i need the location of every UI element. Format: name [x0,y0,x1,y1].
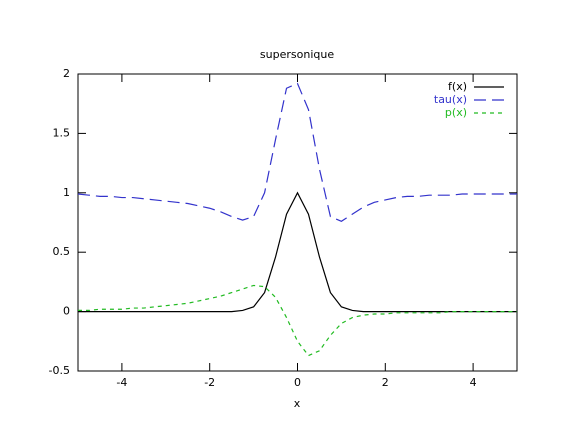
x-tick-label: 2 [382,376,389,389]
x-tick-label: -4 [116,376,127,389]
y-tick-label: -0.5 [49,364,70,377]
series-line [78,284,517,357]
y-tick-label: 1.5 [53,126,71,139]
x-tick-label: 0 [294,376,301,389]
legend-label: f(x) [448,80,467,93]
x-axis-label: x [294,397,301,410]
y-tick-label: 2 [63,67,70,80]
x-tick-label: 4 [470,376,477,389]
series-line [78,191,517,313]
chart-title: supersonique [260,48,334,61]
y-tick-label: 0.5 [53,245,71,258]
x-tick-label: -2 [204,376,215,389]
series-line [77,82,517,222]
legend-label: tau(x) [434,93,467,106]
y-tick-label: 1 [63,186,70,199]
legend-label: p(x) [445,106,467,119]
y-tick-label: 0 [63,305,70,318]
